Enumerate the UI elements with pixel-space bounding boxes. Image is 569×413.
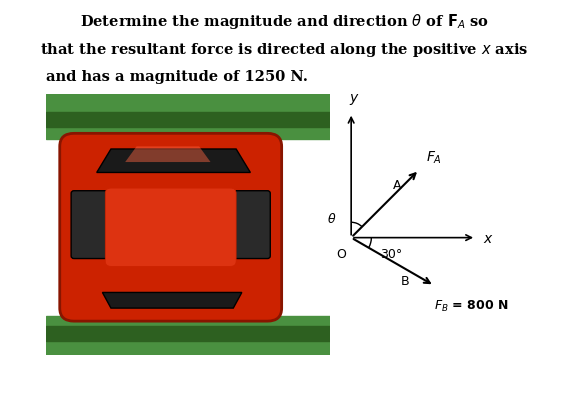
Text: $y$: $y$ [349, 92, 360, 107]
Text: that the resultant force is directed along the positive $x$ axis: that the resultant force is directed alo… [40, 41, 529, 59]
Text: $F_B$ = 800 N: $F_B$ = 800 N [434, 299, 509, 313]
FancyBboxPatch shape [105, 189, 236, 267]
Text: Determine the magnitude and direction $\theta$ of $\mathbf{F}_A$ so: Determine the magnitude and direction $\… [80, 12, 489, 31]
Polygon shape [97, 150, 250, 173]
Text: 30°: 30° [380, 248, 402, 261]
FancyBboxPatch shape [71, 191, 114, 259]
Bar [46, 327, 330, 341]
Polygon shape [102, 293, 242, 309]
Bar [46, 316, 330, 355]
Text: A: A [393, 179, 401, 192]
FancyBboxPatch shape [228, 191, 270, 259]
Text: $F_A$: $F_A$ [426, 149, 442, 166]
Bar [46, 113, 330, 128]
Polygon shape [125, 147, 211, 163]
Bar [46, 95, 330, 139]
Text: $x$: $x$ [483, 231, 493, 245]
FancyBboxPatch shape [60, 134, 282, 321]
Text: and has a magnitude of 1250 N.: and has a magnitude of 1250 N. [46, 70, 307, 84]
Text: $\theta$: $\theta$ [327, 212, 337, 226]
Text: B: B [401, 275, 409, 287]
Text: O: O [336, 248, 347, 261]
